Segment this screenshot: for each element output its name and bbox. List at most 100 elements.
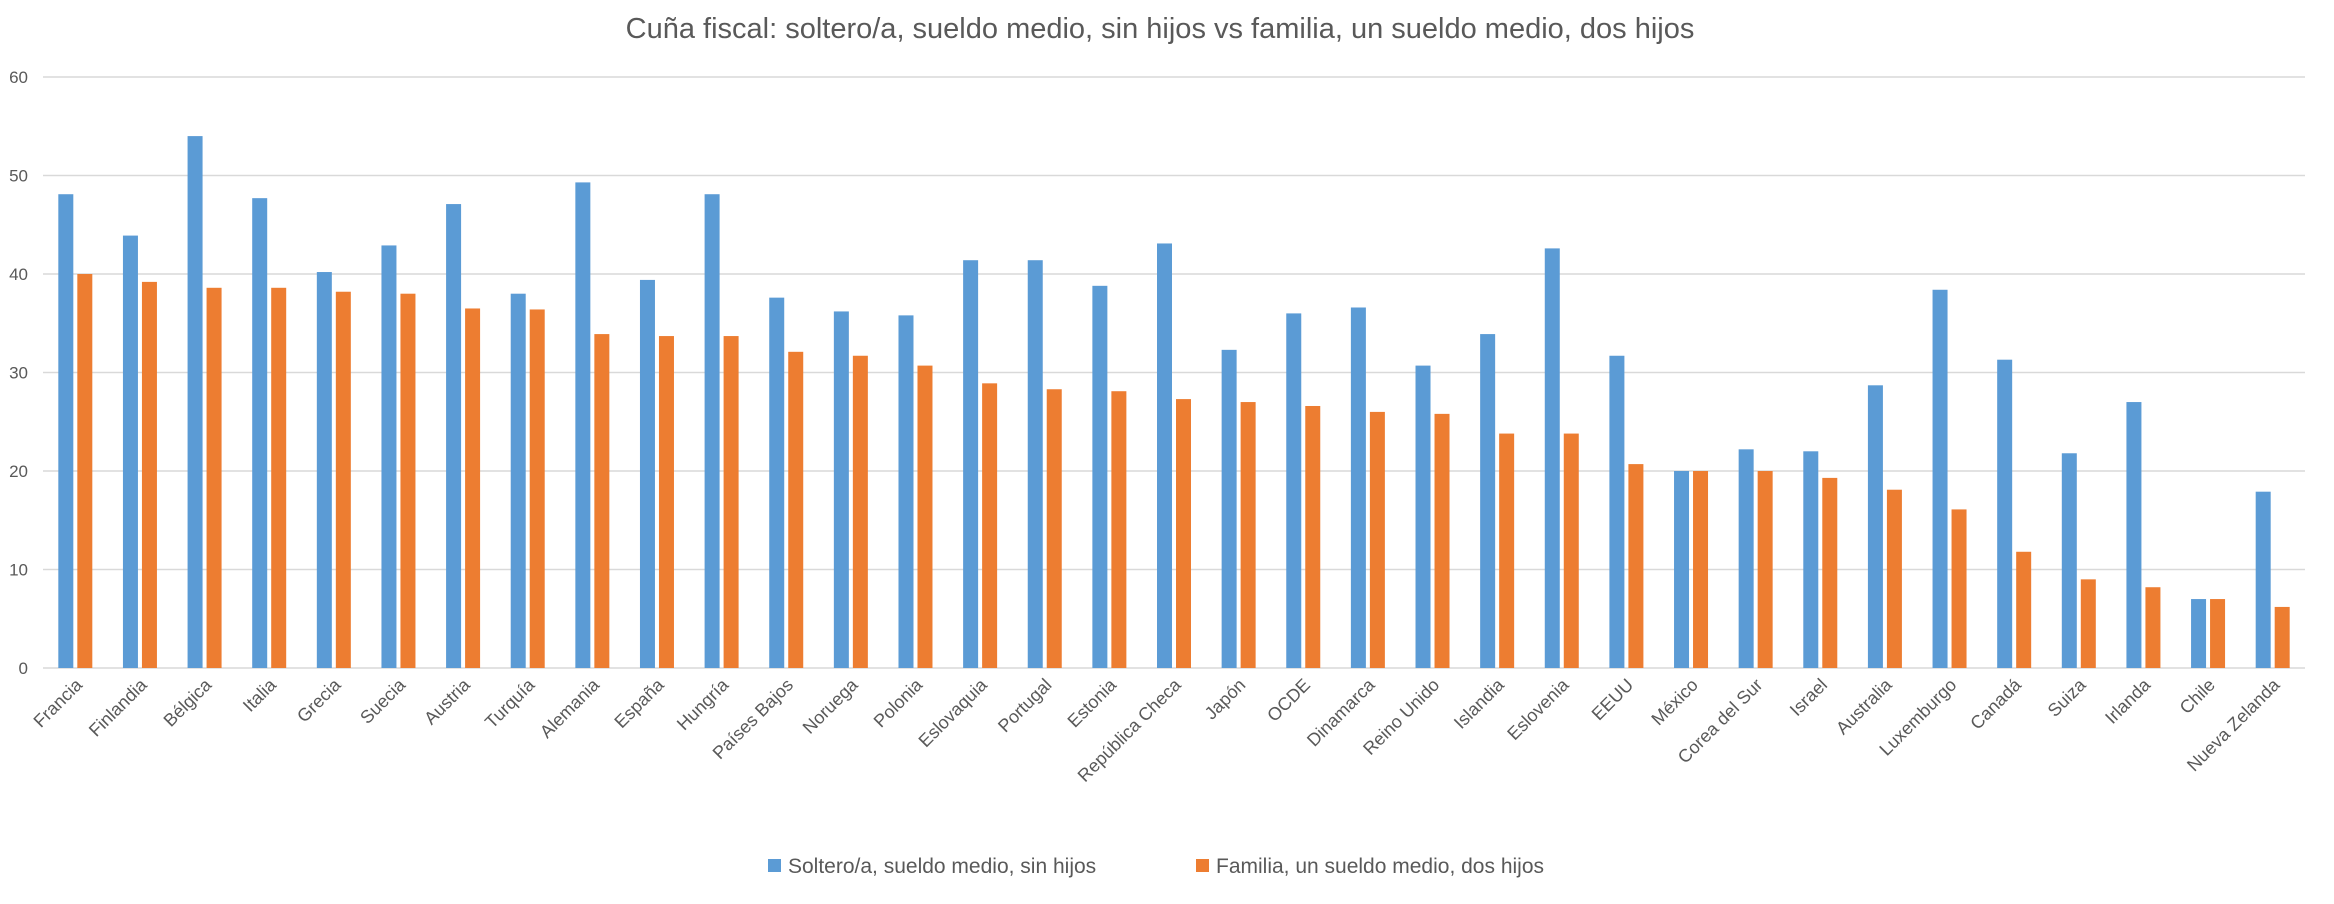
legend-swatch-single [768, 859, 781, 872]
bar-single-1 [122, 235, 138, 668]
bar-family-24 [1628, 464, 1644, 668]
x-tick-label: Australia [1832, 674, 1896, 738]
x-tick-label: Noruega [799, 674, 863, 738]
bar-family-19 [1305, 405, 1321, 668]
bar-family-29 [1951, 509, 1967, 668]
bar-family-17 [1176, 399, 1191, 668]
gridlines [43, 76, 2305, 669]
x-tick-label: OCDE [1263, 675, 1314, 726]
x-tick-label: Finlandia [85, 674, 151, 740]
bar-single-16 [1092, 285, 1108, 668]
x-tick-label: Grecia [293, 674, 345, 726]
x-tick-label: Austria [420, 674, 474, 728]
legend-label-family: Familia, un sueldo medio, dos hijos [1216, 855, 1544, 878]
bar-single-30 [1997, 359, 2013, 668]
bar-family-21 [1434, 413, 1450, 668]
bar-family-11 [788, 351, 804, 668]
x-tick-label: Suiza [2044, 674, 2091, 721]
bar-family-1 [141, 281, 157, 668]
bar-single-11 [769, 297, 785, 668]
x-tick-label: México [1647, 675, 1701, 729]
bar-single-18 [1221, 349, 1237, 668]
bar-family-31 [2080, 579, 2096, 668]
bar-family-8 [594, 334, 610, 668]
x-tick-label: Italia [239, 674, 281, 716]
bar-single-5 [381, 245, 397, 668]
legend-label-single: Soltero/a, sueldo medio, sin hijos [788, 855, 1096, 878]
bar-single-6 [446, 204, 462, 668]
x-tick-label: Suecia [356, 674, 410, 728]
legend-swatch-family [1196, 859, 1209, 872]
bar-family-4 [335, 291, 351, 668]
bar-family-5 [400, 293, 416, 668]
bar-single-2 [187, 136, 203, 669]
bar-family-34 [2274, 606, 2290, 668]
bar-family-15 [1046, 389, 1062, 668]
bar-single-29 [1932, 289, 1948, 668]
x-tick-label: Japón [1201, 675, 1250, 724]
bar-single-27 [1803, 451, 1819, 668]
bar-single-23 [1544, 248, 1560, 668]
bar-family-16 [1111, 391, 1127, 668]
y-tick-label: 10 [9, 561, 28, 580]
bar-single-9 [639, 279, 655, 668]
bar-single-33 [2191, 599, 2207, 668]
bar-family-10 [723, 336, 739, 668]
bar-single-8 [575, 182, 591, 668]
bar-family-22 [1499, 433, 1515, 668]
chart-title: Cuña fiscal: soltero/a, sueldo medio, si… [626, 13, 1695, 45]
bar-single-32 [2126, 402, 2142, 668]
x-tick-label: Polonia [870, 674, 927, 731]
x-tick-label: Alemania [536, 674, 604, 742]
bar-single-4 [316, 272, 332, 668]
x-tick-label: Islandia [1450, 674, 1509, 733]
x-tick-label: Turquía [481, 674, 539, 732]
bar-family-20 [1369, 411, 1385, 668]
x-tick-label: Eslovaquia [915, 674, 992, 751]
x-tick-label: Israel [1786, 675, 1831, 720]
bar-single-3 [252, 198, 268, 668]
bar-family-23 [1563, 433, 1579, 668]
bar-family-9 [658, 336, 674, 668]
bar-family-33 [2210, 599, 2226, 668]
bar-single-17 [1157, 243, 1172, 668]
x-tick-label: Eslovenia [1503, 674, 1573, 744]
bar-family-12 [852, 355, 868, 668]
bar-single-15 [1027, 260, 1043, 668]
legend: Soltero/a, sueldo medio, sin hijos Famil… [768, 855, 1544, 878]
x-tick-label: Francia [30, 674, 87, 731]
y-tick-label: 0 [19, 659, 28, 678]
bars [58, 136, 2290, 669]
x-tick-label: Portugal [994, 675, 1056, 737]
bar-single-7 [510, 293, 526, 668]
bar-single-10 [704, 194, 720, 668]
bar-single-20 [1350, 307, 1366, 668]
x-tick-label: España [610, 674, 668, 732]
bar-family-27 [1822, 477, 1838, 668]
bar-single-21 [1415, 365, 1431, 668]
bar-single-12 [833, 311, 849, 668]
bar-single-0 [58, 194, 74, 668]
y-tick-label: 50 [9, 167, 28, 186]
bar-family-2 [206, 287, 222, 668]
bar-family-7 [529, 309, 545, 668]
bar-family-25 [1693, 471, 1709, 668]
x-tick-label: EEUU [1588, 675, 1638, 725]
bar-family-32 [2145, 587, 2161, 668]
bar-family-26 [1757, 471, 1773, 668]
bar-single-14 [963, 260, 979, 668]
x-tick-label: Estonia [1064, 674, 1121, 731]
y-tick-label: 30 [9, 364, 28, 383]
x-tick-label: Chile [2176, 675, 2219, 718]
y-tick-label: 60 [9, 68, 28, 87]
bar-single-13 [898, 315, 914, 668]
bar-single-34 [2255, 491, 2271, 668]
bar-single-25 [1674, 471, 1690, 668]
y-tick-label: 40 [9, 265, 28, 284]
bar-family-0 [77, 274, 93, 668]
bar-family-18 [1240, 402, 1256, 668]
bar-family-30 [2016, 551, 2032, 668]
bar-family-3 [271, 287, 287, 668]
